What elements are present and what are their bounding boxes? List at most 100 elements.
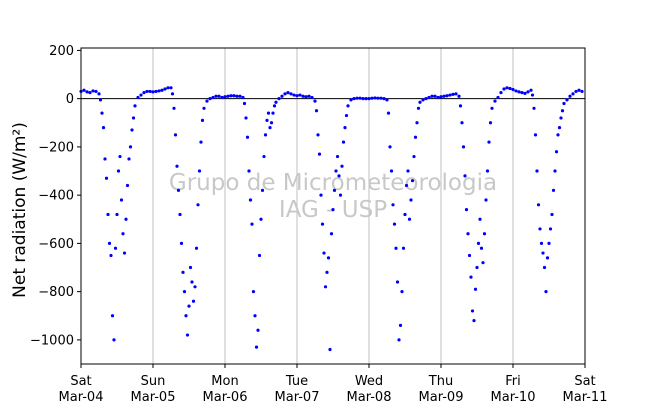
data-point: [532, 106, 536, 110]
data-point: [397, 338, 401, 342]
data-point: [128, 145, 133, 149]
data-point: [386, 111, 391, 115]
data-point: [320, 222, 325, 226]
data-point: [580, 89, 584, 94]
x-tick-label-bottom: Mar-07: [275, 390, 320, 405]
data-point: [172, 106, 176, 110]
data-point: [269, 121, 274, 125]
data-point: [271, 111, 275, 115]
x-tick-label-bottom: Mar-06: [203, 390, 248, 405]
data-point: [283, 92, 287, 96]
data-point: [517, 90, 521, 94]
data-point: [430, 94, 434, 98]
x-tick-label-top: Fri: [505, 374, 521, 389]
data-point: [214, 94, 218, 98]
data-point: [478, 217, 482, 221]
x-axis-ticks: SatMar-04SunMar-05MonMar-06TueMar-07WedM…: [59, 364, 607, 405]
data-point: [157, 89, 161, 93]
data-point: [413, 135, 418, 139]
data-point: [448, 93, 452, 97]
data-point: [232, 94, 236, 98]
data-point: [251, 290, 256, 294]
data-point: [250, 222, 254, 226]
x-tick-label-bottom: Mar-10: [491, 390, 536, 405]
data-point: [277, 97, 281, 101]
data-point: [263, 133, 268, 137]
data-point: [490, 106, 494, 110]
y-tick-label: 0: [66, 92, 74, 107]
y-tick-label: −800: [38, 285, 74, 300]
data-point: [280, 94, 284, 98]
data-point: [557, 126, 562, 130]
data-point: [344, 113, 349, 118]
data-point: [568, 94, 572, 98]
x-tick-label-top: Mon: [211, 374, 238, 389]
data-point: [487, 140, 491, 144]
data-point: [511, 87, 515, 92]
data-point: [464, 208, 469, 212]
data-point: [467, 253, 472, 258]
data-point: [400, 290, 404, 294]
data-point: [223, 95, 227, 99]
data-point: [346, 104, 350, 108]
data-point: [335, 154, 340, 159]
data-point: [496, 95, 500, 100]
data-point: [104, 176, 109, 180]
data-point: [182, 290, 187, 294]
data-point: [533, 133, 538, 137]
data-point: [193, 285, 197, 289]
data-point: [82, 88, 86, 92]
data-point: [148, 89, 152, 94]
data-point: [188, 265, 193, 270]
data-point: [367, 97, 371, 101]
data-point: [190, 280, 194, 284]
data-point: [571, 92, 575, 96]
data-point: [323, 285, 328, 289]
data-point: [265, 118, 269, 122]
data-point: [541, 251, 545, 255]
data-point: [98, 98, 103, 102]
data-point: [175, 164, 179, 168]
data-point: [484, 198, 488, 202]
data-point: [286, 91, 290, 95]
data-point: [295, 94, 299, 98]
data-point: [485, 169, 490, 173]
watermark-line-1: Grupo de Micrometeorologia: [169, 170, 497, 196]
data-point: [439, 95, 443, 99]
data-point: [307, 94, 311, 98]
x-tick-label-top: Sun: [141, 374, 166, 389]
data-point: [547, 241, 551, 245]
plot-frame: [80, 47, 586, 365]
data-point: [442, 94, 446, 98]
data-point: [178, 212, 182, 217]
data-point: [248, 198, 253, 202]
data-point: [334, 169, 338, 173]
data-point: [469, 275, 473, 279]
data-point: [539, 241, 544, 245]
data-point: [154, 89, 158, 94]
x-tick-label-bottom: Mar-04: [59, 390, 104, 405]
data-point: [361, 97, 365, 101]
data-point: [520, 91, 524, 95]
data-point: [340, 164, 344, 168]
data-point: [398, 323, 403, 328]
data-point: [217, 94, 221, 98]
data-point: [131, 116, 136, 120]
data-point: [392, 222, 397, 226]
data-point: [410, 179, 415, 183]
data-point: [322, 251, 326, 255]
data-point: [445, 94, 449, 98]
data-point: [479, 246, 484, 250]
data-point: [313, 99, 317, 103]
data-point: [427, 95, 431, 100]
data-point: [461, 145, 466, 149]
data-point: [355, 96, 359, 100]
x-tick-label-bottom: Mar-08: [347, 390, 392, 405]
data-point: [145, 89, 149, 94]
data-point: [319, 193, 323, 197]
data-point: [523, 91, 527, 95]
data-point: [379, 96, 383, 100]
data-point: [574, 89, 578, 94]
data-point: [127, 157, 131, 161]
data-point: [115, 212, 119, 217]
